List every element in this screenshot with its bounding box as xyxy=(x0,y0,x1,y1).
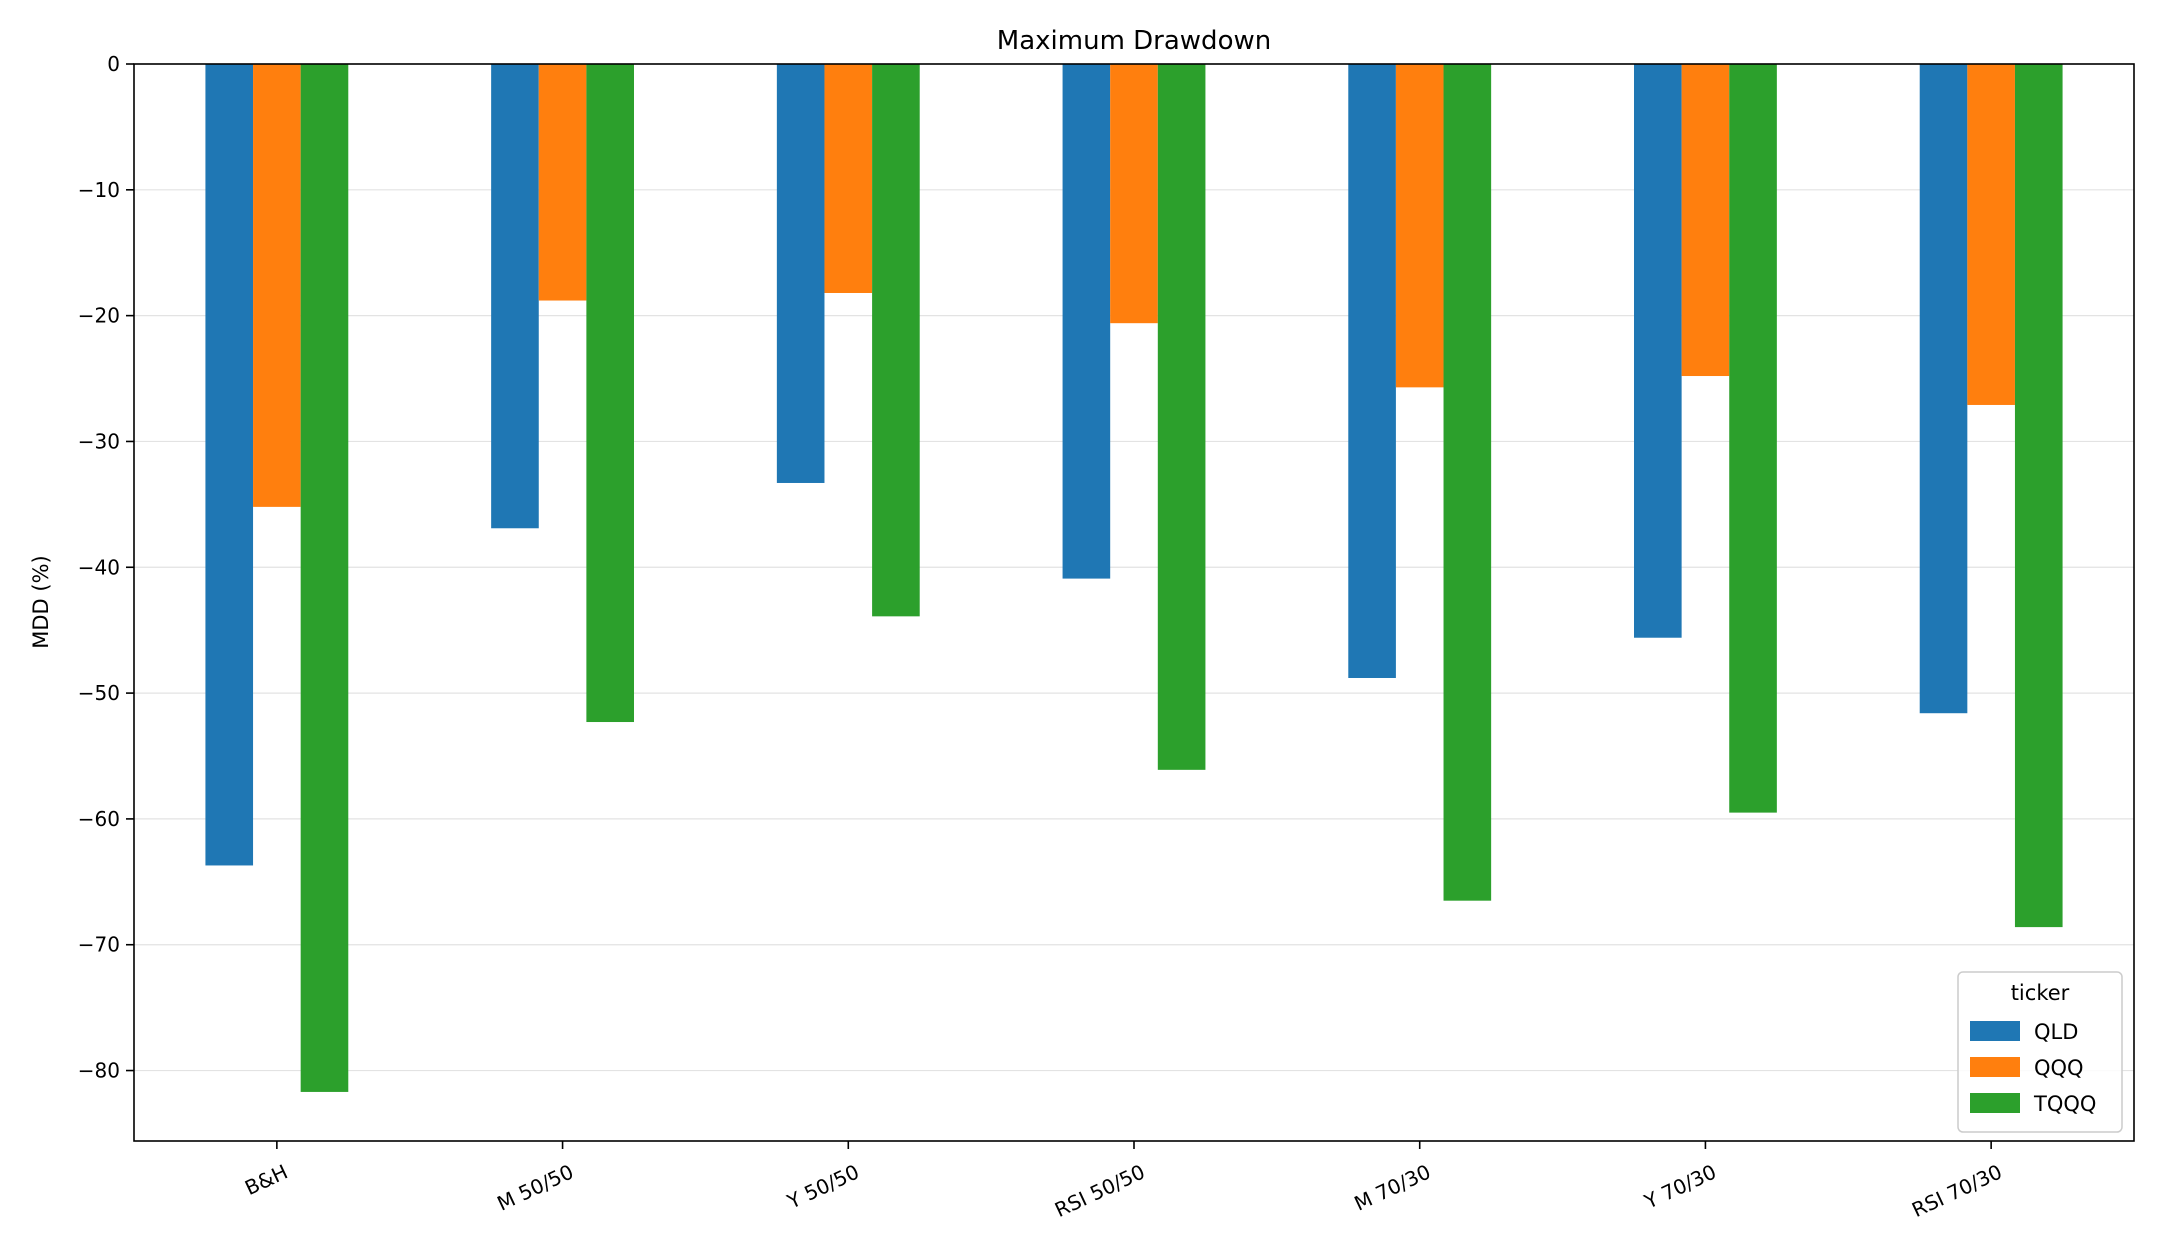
bar-tqqq-4 xyxy=(1443,64,1492,901)
bar-qqq-4 xyxy=(1395,64,1444,388)
y-axis-label: MDD (%) xyxy=(29,555,53,648)
bar-qld-1 xyxy=(491,64,539,529)
bar-qld-2 xyxy=(776,64,825,483)
legend-title: ticker xyxy=(2011,981,2070,1005)
bar-qld-4 xyxy=(1348,64,1396,678)
y-tick-label: −20 xyxy=(78,304,120,328)
y-tick-label: −30 xyxy=(78,429,120,453)
legend-items: QLD QQQ TQQQ xyxy=(1970,1020,2096,1116)
bar-tqqq-3 xyxy=(1157,64,1206,770)
legend-label-qld: QLD xyxy=(2034,1020,2078,1044)
bar-tqqq-0 xyxy=(300,64,349,1092)
chart-title: Maximum Drawdown xyxy=(997,26,1271,56)
legend-swatch-qld xyxy=(1970,1021,2020,1041)
bar-qqq-6 xyxy=(1967,64,2015,405)
bar-qqq-5 xyxy=(1681,64,1730,377)
bar-qqq-0 xyxy=(253,64,301,507)
bar-qld-0 xyxy=(205,64,254,866)
bar-tqqq-1 xyxy=(586,64,634,723)
y-axis-ticks: 0 −10 −20 −30 −40 −50 −60 −70 −80 xyxy=(78,52,134,1083)
bar-qld-3 xyxy=(1062,64,1111,579)
bar-tqqq-2 xyxy=(872,64,920,617)
y-tick-label: −80 xyxy=(78,1059,120,1083)
bar-qqq-2 xyxy=(824,64,873,293)
legend-label-qqq: QQQ xyxy=(2034,1056,2084,1080)
y-tick-label: −70 xyxy=(78,933,120,957)
bar-tqqq-6 xyxy=(2014,64,2063,928)
legend-swatch-tqqq xyxy=(1970,1093,2020,1113)
bars xyxy=(205,64,2063,1092)
bar-qqq-3 xyxy=(1110,64,1158,324)
legend: ticker QLD QQQ TQQQ xyxy=(1957,971,2123,1133)
y-tick-label: −50 xyxy=(78,681,120,705)
y-tick-label: 0 xyxy=(107,52,120,76)
bar-tqqq-5 xyxy=(1729,64,1777,813)
legend-label-tqqq: TQQQ xyxy=(2033,1092,2096,1116)
y-tick-label: −40 xyxy=(78,555,120,579)
bar-qld-6 xyxy=(1919,64,1968,714)
legend-box xyxy=(1957,971,2123,1133)
bar-qqq-1 xyxy=(538,64,587,301)
y-tick-label: −60 xyxy=(78,807,120,831)
y-tick-label: −10 xyxy=(78,178,120,202)
legend-swatch-qqq xyxy=(1970,1057,2020,1077)
bar-qld-5 xyxy=(1634,64,1682,638)
